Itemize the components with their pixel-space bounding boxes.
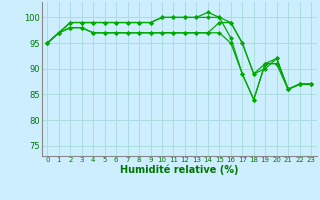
X-axis label: Humidité relative (%): Humidité relative (%) xyxy=(120,165,238,175)
